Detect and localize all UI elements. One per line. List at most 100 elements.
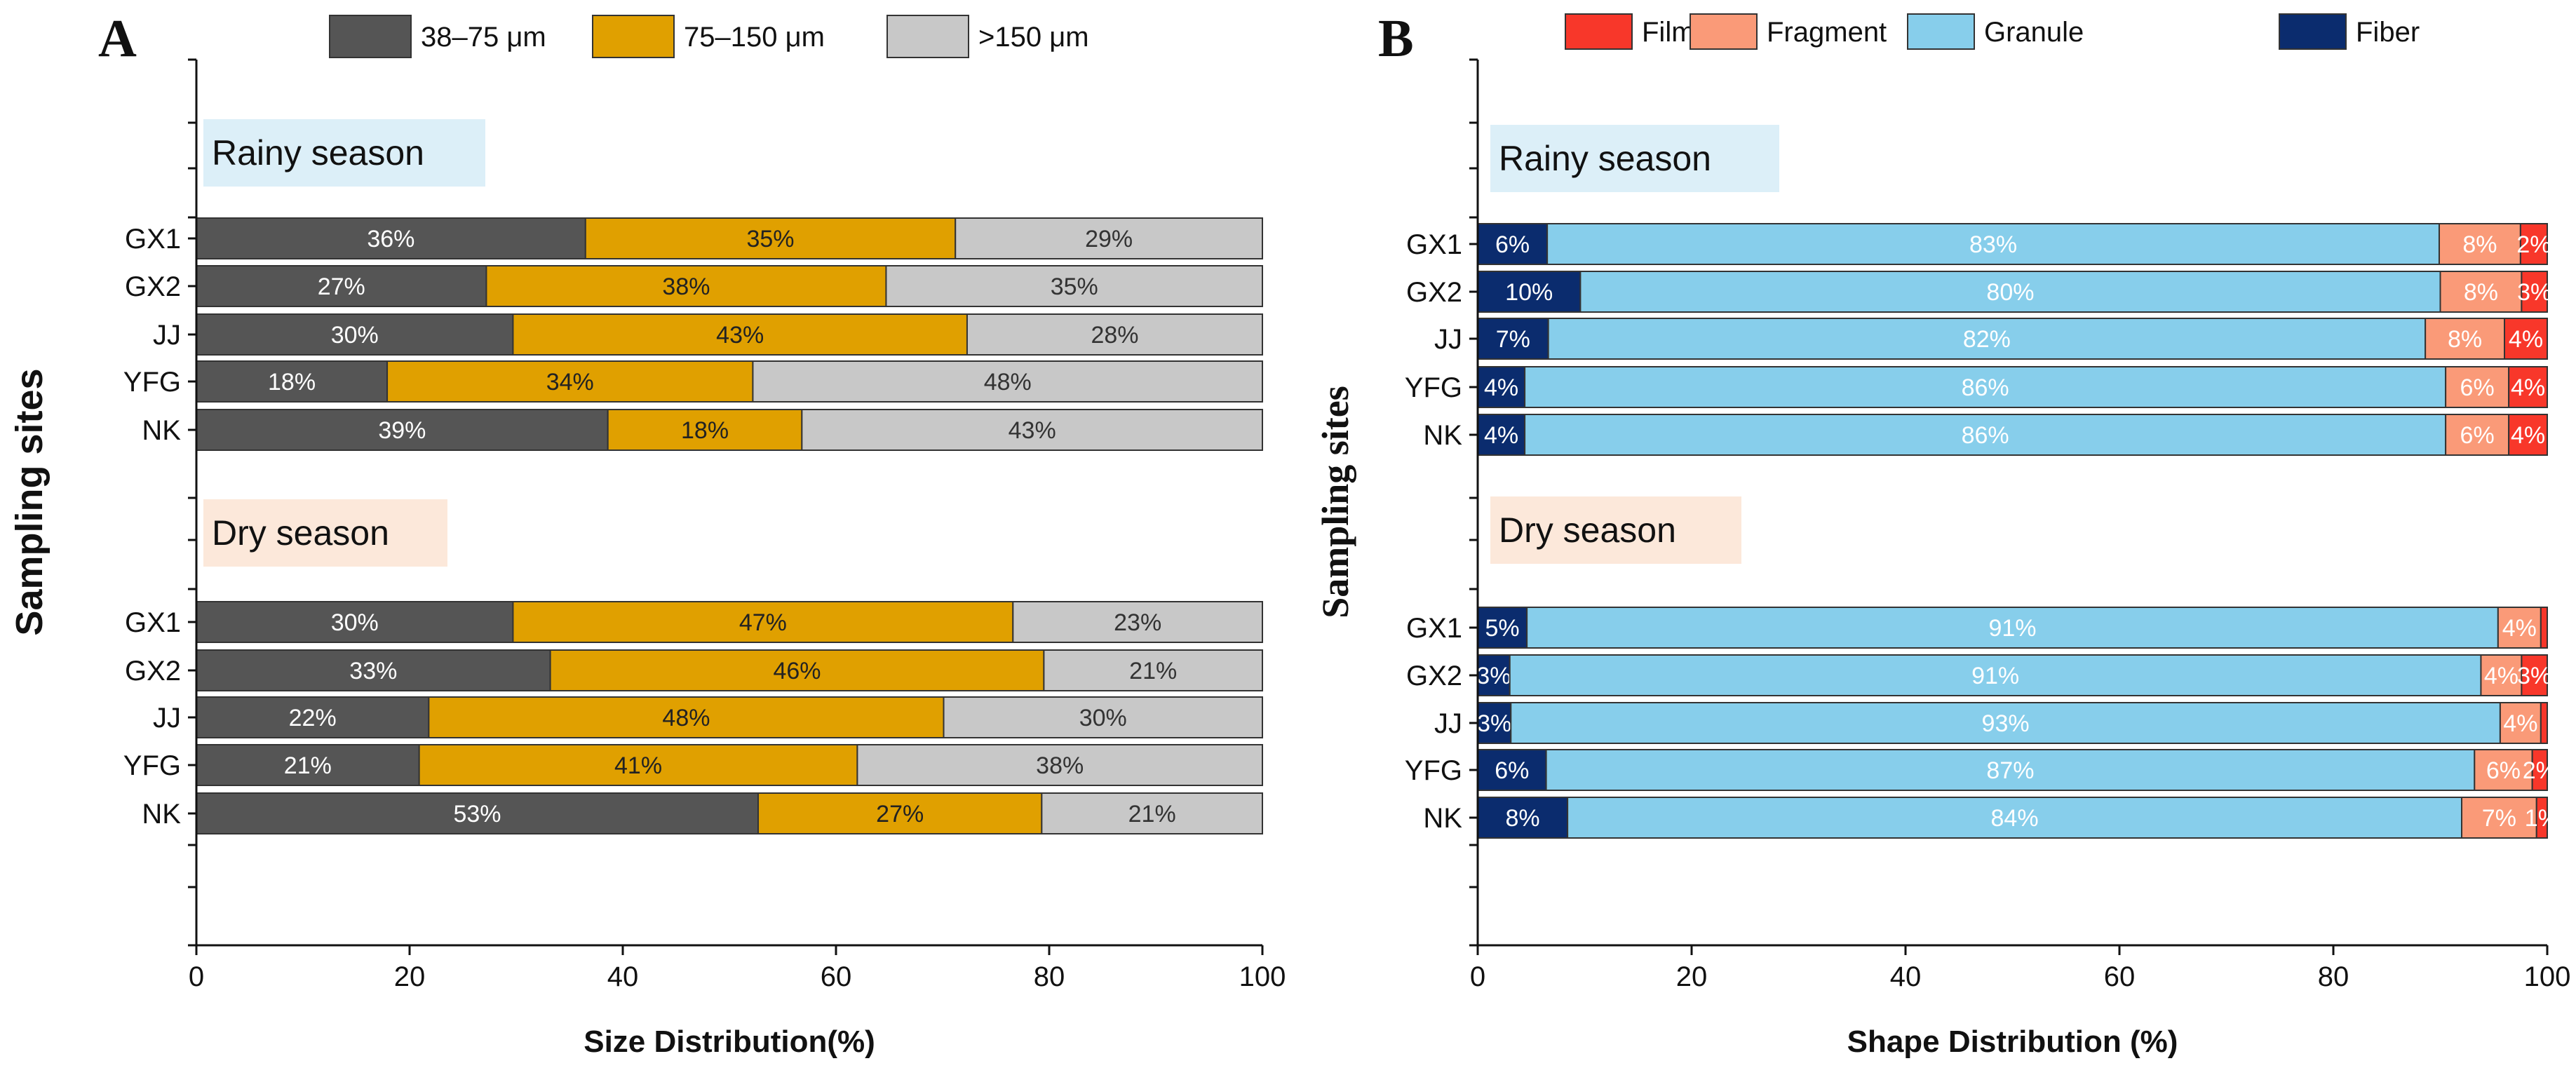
- panel-b-data-label: 91%: [1988, 615, 2036, 642]
- panel-b-bar-segment: [2508, 366, 2549, 408]
- panel-a-data-label: 28%: [1091, 322, 1138, 349]
- panel-a-data-label: 27%: [876, 801, 924, 827]
- panel-a-data-label: 39%: [378, 417, 426, 444]
- panel-a-data-label: 22%: [289, 705, 337, 731]
- panel-a-bar-segment: [196, 217, 586, 259]
- panel-a-data-label: 48%: [984, 369, 1032, 396]
- panel-a-bar-segment: [1012, 601, 1263, 643]
- panel-b-data-label: 93%: [1982, 710, 2030, 737]
- panel-b-x-tick-label: 0: [1470, 961, 1485, 992]
- panel-a-data-label: 38%: [662, 273, 710, 300]
- panel-b-data-label: 1%: [2525, 805, 2559, 832]
- panel-a-category-label: GX1: [125, 224, 181, 255]
- panel-b-data-label: 84%: [1991, 805, 2039, 832]
- panel-a-bar-segment: [196, 360, 389, 403]
- panel-b-data-label: 5%: [1485, 615, 1520, 642]
- panel-a-category-label: GX1: [125, 607, 181, 638]
- panel-a-data-label: 38%: [1036, 752, 1084, 779]
- panel-b-data-label: 4%: [1484, 422, 1518, 449]
- panel-b-bar-segment: [1545, 749, 2476, 791]
- panel-a-season-box: [203, 119, 485, 187]
- panel-b-bar-segment: [2497, 607, 2542, 649]
- panel-b-data-label: 4%: [2503, 710, 2537, 737]
- panel-a-data-label: 21%: [1129, 658, 1177, 684]
- panel-b-bar-segment: [1524, 366, 2447, 408]
- panel-a-legend-label: >150 μm: [978, 22, 1089, 53]
- panel-a-bar-segment: [1041, 792, 1263, 834]
- panel-b-category-label: NK: [1423, 420, 1462, 451]
- panel-b-data-label: 3%: [1476, 663, 1511, 689]
- panel-a-data-label: 33%: [349, 658, 397, 684]
- panel-a-data-label: 18%: [681, 417, 729, 444]
- panel-b-data-label: 4%: [2509, 326, 2543, 353]
- panel-b-letter: B: [1378, 9, 1414, 68]
- panel-a-data-label: 35%: [1051, 273, 1098, 300]
- panel-b-data-label: 6%: [2486, 757, 2521, 784]
- panel-a-data-label: 30%: [331, 322, 379, 349]
- panel-b-bar-segment: [2445, 414, 2510, 456]
- panel-b-category-label: YFG: [1405, 755, 1462, 786]
- panel-b-bar-segment: [2521, 271, 2548, 313]
- panel-a-bar-segment: [196, 792, 760, 834]
- panel-b-legend-label: Fragment: [1767, 17, 1887, 48]
- panel-b-data-label: 82%: [1963, 326, 2011, 353]
- panel-b-category-label: GX1: [1406, 229, 1462, 260]
- panel-b-legend-swatch: [1690, 13, 1758, 50]
- panel-b-y-axis-title: Sampling sites: [1314, 386, 1356, 619]
- panel-a-bar-segment: [386, 360, 754, 403]
- panel-a-bar-segment: [196, 265, 487, 307]
- panel-a-bar-segment: [418, 744, 858, 786]
- panel-a-y-axis-title: Sampling sites: [8, 368, 50, 635]
- panel-a-legend-swatch: [329, 15, 412, 58]
- panel-a-x-tick-label: 40: [607, 961, 639, 992]
- panel-b-bar-segment: [1477, 414, 1526, 456]
- panel-b-bar-segment: [1477, 318, 1549, 360]
- panel-a-bar-segment: [757, 792, 1043, 834]
- panel-a-data-label: 36%: [367, 226, 414, 252]
- panel-b-data-label: 4%: [1484, 374, 1518, 401]
- panel-a-x-tick-label: 80: [1034, 961, 1065, 992]
- panel-b-bar-segment: [2519, 223, 2548, 265]
- panel-b-bar-segment: [1524, 414, 2447, 456]
- panel-a-bar-segment: [607, 409, 803, 451]
- panel-b-data-label: 2%: [2523, 757, 2557, 784]
- panel-a-bar-segment: [1043, 649, 1264, 691]
- panel-b-data-label: 7%: [1496, 326, 1530, 353]
- panel-a-data-label: 53%: [453, 801, 501, 827]
- panel-b-bar-segment: [2508, 414, 2549, 456]
- panel-b-data-label: 4%: [2511, 374, 2545, 401]
- panel-a-x-tick-label: 20: [394, 961, 426, 992]
- panel-b-bar-segment: [2531, 749, 2548, 791]
- panel-b-legend-swatch: [1907, 13, 1975, 50]
- panel-b-bar-segment: [2540, 607, 2549, 649]
- panel-b-legend-label: Granule: [1984, 17, 2084, 48]
- panel-a-bar-segment: [485, 265, 887, 307]
- panel-b-bar-segment: [2535, 797, 2548, 839]
- panel-a-legend-label: 38–75 μm: [421, 22, 546, 53]
- panel-a-category-label: YFG: [123, 750, 181, 781]
- panel-a-legend-label: 75–150 μm: [684, 22, 825, 53]
- panel-b-bar-segment: [1547, 318, 2427, 360]
- panel-a-category-label: JJ: [153, 320, 181, 351]
- panel-a-data-label: 30%: [1079, 705, 1127, 731]
- panel-b-bar-segment: [2540, 702, 2549, 744]
- panel-b-x-tick-label: 100: [2524, 961, 2571, 992]
- panel-b-bar-segment: [2499, 702, 2542, 744]
- panel-b-x-tick-label: 80: [2318, 961, 2349, 992]
- panel-b-data-label: 3%: [2517, 663, 2551, 689]
- panel-a-data-label: 27%: [318, 273, 365, 300]
- panel-a-bar-segment: [885, 265, 1263, 307]
- panel-a-data-label: 43%: [1009, 417, 1056, 444]
- panel-b-data-label: 3%: [1477, 710, 1511, 737]
- panel-a-bar-segment: [856, 744, 1263, 786]
- panel-a-data-label: 46%: [773, 658, 821, 684]
- panel-b-category-label: NK: [1423, 803, 1462, 834]
- panel-a-bar-segment: [752, 360, 1263, 403]
- panel-b-category-label: GX2: [1406, 661, 1462, 691]
- panel-a-x-axis-title: Size Distribution(%): [584, 1025, 875, 1059]
- panel-b-bar-segment: [1477, 366, 1526, 408]
- panel-b-legend-swatch: [1565, 13, 1633, 50]
- panel-b-data-label: 8%: [2448, 326, 2482, 353]
- panel-a-category-label: GX2: [125, 271, 181, 302]
